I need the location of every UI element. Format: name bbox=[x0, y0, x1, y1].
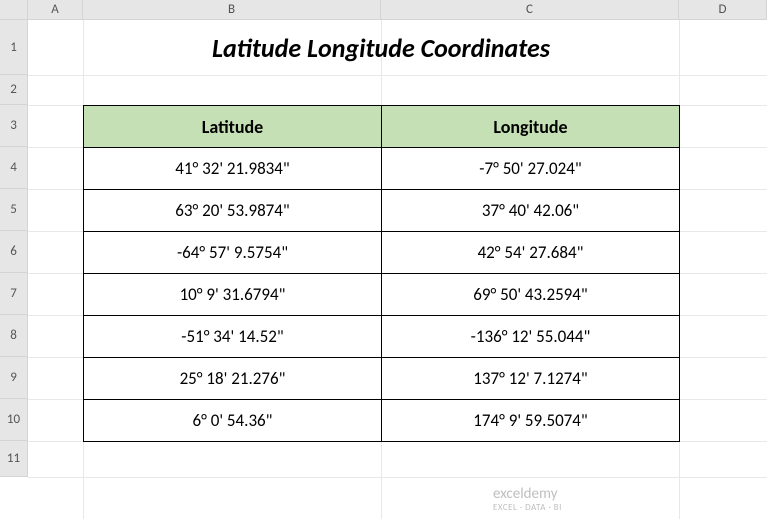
row-header-10[interactable]: 10 bbox=[0, 399, 28, 441]
coordinates-table: Latitude Longitude 41° 32' 21.9834" -7° … bbox=[83, 105, 680, 442]
watermark-sub: EXCEL · DATA · BI bbox=[493, 503, 562, 514]
page-title: Latitude Longitude Coordinates bbox=[83, 20, 679, 75]
column-headers-row: A B C D bbox=[0, 0, 767, 20]
cell-lat[interactable]: -64° 57' 9.5754" bbox=[84, 232, 382, 274]
row-header-11[interactable]: 11 bbox=[0, 441, 28, 477]
table-row: 41° 32' 21.9834" -7° 50' 27.024" bbox=[84, 148, 680, 190]
cell-lon[interactable]: 69° 50' 43.2594" bbox=[382, 274, 680, 316]
table-row: -64° 57' 9.5754" 42° 54' 27.684" bbox=[84, 232, 680, 274]
cell-lat[interactable]: 41° 32' 21.9834" bbox=[84, 148, 382, 190]
table-row: 10° 9' 31.6794" 69° 50' 43.2594" bbox=[84, 274, 680, 316]
col-header-d[interactable]: D bbox=[679, 0, 767, 19]
cell-lon[interactable]: 174° 9' 59.5074" bbox=[382, 400, 680, 442]
row-header-2[interactable]: 2 bbox=[0, 75, 28, 105]
cell-lat[interactable]: -51° 34' 14.52" bbox=[84, 316, 382, 358]
row-header-6[interactable]: 6 bbox=[0, 231, 28, 273]
spreadsheet: A B C D 1 2 3 4 5 6 7 8 9 10 11 Latitude… bbox=[0, 0, 767, 519]
row-header-7[interactable]: 7 bbox=[0, 273, 28, 315]
cell-lon[interactable]: 137° 12' 7.1274" bbox=[382, 358, 680, 400]
cell-lon[interactable]: -136° 12' 55.044" bbox=[382, 316, 680, 358]
col-header-b[interactable]: B bbox=[83, 0, 381, 19]
table-body: 41° 32' 21.9834" -7° 50' 27.024" 63° 20'… bbox=[84, 148, 680, 442]
col-header-a[interactable]: A bbox=[28, 0, 83, 19]
watermark-main: exceldemy bbox=[493, 485, 562, 503]
watermark: exceldemy EXCEL · DATA · BI bbox=[493, 485, 562, 514]
table-row: 6° 0' 54.36" 174° 9' 59.5074" bbox=[84, 400, 680, 442]
cell-lon[interactable]: -7° 50' 27.024" bbox=[382, 148, 680, 190]
table-row: -51° 34' 14.52" -136° 12' 55.044" bbox=[84, 316, 680, 358]
corner-cell[interactable] bbox=[0, 0, 28, 19]
row-header-1[interactable]: 1 bbox=[0, 20, 28, 75]
row-header-8[interactable]: 8 bbox=[0, 315, 28, 357]
table-row: 63° 20' 53.9874" 37° 40' 42.06" bbox=[84, 190, 680, 232]
row-header-3[interactable]: 3 bbox=[0, 105, 28, 147]
row-header-5[interactable]: 5 bbox=[0, 189, 28, 231]
row-header-9[interactable]: 9 bbox=[0, 357, 28, 399]
grid-area[interactable]: Latitude Longitude Coordinates Latitude … bbox=[28, 20, 767, 519]
table-header-row: Latitude Longitude bbox=[84, 106, 680, 148]
table-row: 25° 18' 21.276" 137° 12' 7.1274" bbox=[84, 358, 680, 400]
header-latitude[interactable]: Latitude bbox=[84, 106, 382, 148]
row-headers-col: 1 2 3 4 5 6 7 8 9 10 11 bbox=[0, 20, 28, 477]
col-header-c[interactable]: C bbox=[381, 0, 679, 19]
cell-lon[interactable]: 37° 40' 42.06" bbox=[382, 190, 680, 232]
header-longitude[interactable]: Longitude bbox=[382, 106, 680, 148]
cell-lon[interactable]: 42° 54' 27.684" bbox=[382, 232, 680, 274]
row-header-4[interactable]: 4 bbox=[0, 147, 28, 189]
cell-lat[interactable]: 25° 18' 21.276" bbox=[84, 358, 382, 400]
cell-lat[interactable]: 10° 9' 31.6794" bbox=[84, 274, 382, 316]
cell-lat[interactable]: 6° 0' 54.36" bbox=[84, 400, 382, 442]
cell-lat[interactable]: 63° 20' 53.9874" bbox=[84, 190, 382, 232]
